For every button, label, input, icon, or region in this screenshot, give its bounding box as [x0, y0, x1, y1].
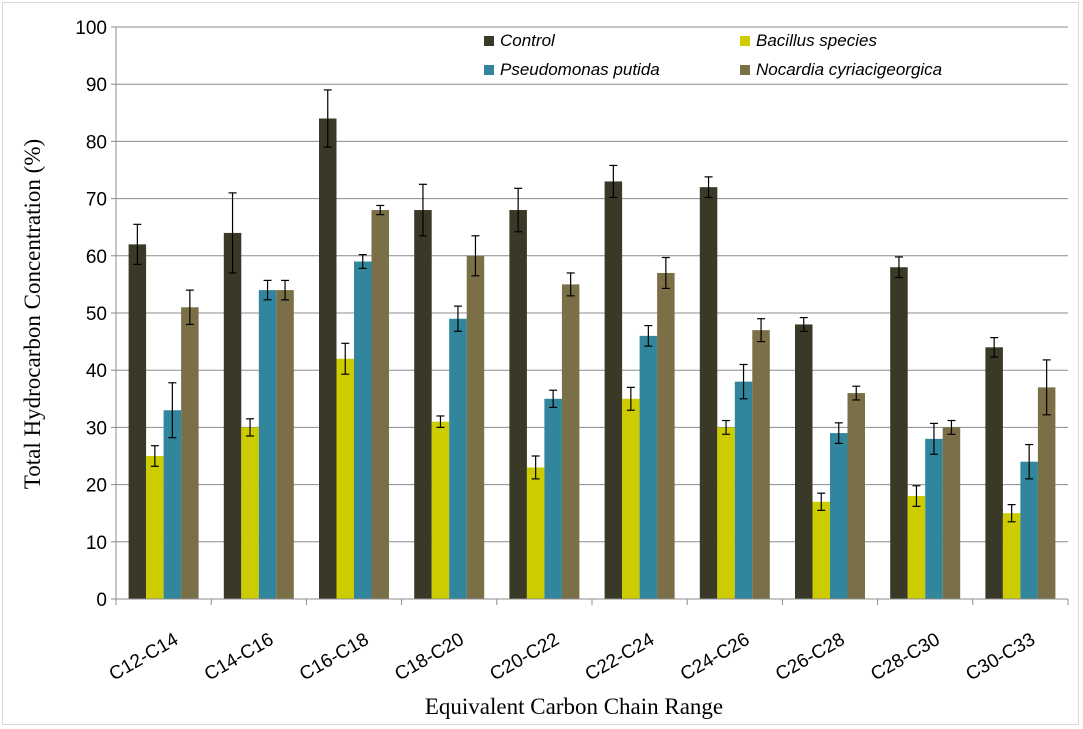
- x-axis-ticks: C12-C14 C14-C16 C16-C18 C18-C20 C20-C22 C22-C…: [106, 599, 1069, 685]
- bar: [241, 427, 259, 599]
- bar: [752, 330, 770, 599]
- bar: [276, 290, 294, 599]
- y-tick-label: 80: [86, 132, 107, 153]
- x-tick-label: C22-C24: [582, 629, 659, 685]
- x-tick-label: C18-C20: [391, 629, 467, 685]
- bar: [336, 358, 354, 599]
- bar: [163, 410, 182, 599]
- legend-label: Nocardia cyriacigeorgica: [756, 60, 942, 79]
- legend-label: Control: [500, 31, 556, 50]
- bar: [907, 496, 926, 599]
- bar: [1002, 513, 1021, 599]
- legend-swatch: [740, 65, 750, 75]
- legend-item: Nocardia cyriacigeorgica: [740, 60, 942, 79]
- y-tick-label: 40: [86, 361, 107, 382]
- legend-swatch: [484, 65, 494, 75]
- bar: [717, 427, 735, 599]
- bar: [657, 272, 675, 599]
- x-tick-label: C24-C26: [677, 629, 753, 685]
- legend-item: Control: [484, 31, 556, 50]
- bar: [639, 335, 658, 599]
- y-axis-title: Total Hydrocarbon Concentration (%): [20, 139, 45, 489]
- x-axis-title: Equivalent Carbon Chain Range: [425, 694, 723, 719]
- y-tick-label: 20: [86, 476, 107, 497]
- bar: [1020, 461, 1038, 599]
- bar: [181, 307, 199, 599]
- bar: [622, 398, 640, 599]
- y-tick-label: 50: [86, 304, 107, 325]
- bar: [128, 244, 147, 600]
- bar: [830, 433, 848, 599]
- x-tick-label: C30-C33: [963, 629, 1039, 685]
- bar: [795, 324, 813, 599]
- bar: [319, 118, 337, 600]
- x-tick-label: C20-C22: [487, 629, 563, 685]
- y-tick-label: 90: [86, 75, 107, 96]
- bar: [466, 255, 485, 600]
- legend: Control Bacillus species Pseudomonas putid…: [484, 31, 942, 79]
- error-bars: [133, 89, 1051, 523]
- legend-item: Bacillus species: [740, 31, 877, 50]
- bar: [544, 398, 562, 599]
- bar: [431, 421, 450, 599]
- bar: [561, 284, 580, 599]
- legend-label: Pseudomonas putida: [500, 60, 660, 79]
- x-tick-label: C28-C30: [867, 629, 943, 685]
- y-axis-ticks: 0 10 20 30 40 50 60 70 80 90 100: [75, 18, 116, 611]
- x-tick-label: C16-C18: [296, 629, 372, 685]
- y-tick-label: 100: [75, 18, 107, 39]
- x-tick-label: C14-C16: [201, 629, 277, 685]
- bar: [146, 456, 164, 599]
- bar: [985, 347, 1003, 599]
- bar: [449, 318, 467, 599]
- y-tick-label: 0: [96, 590, 107, 611]
- bar: [509, 210, 527, 600]
- bars: [128, 118, 1056, 600]
- y-tick-label: 30: [86, 418, 107, 439]
- x-tick-label: C12-C14: [106, 629, 183, 685]
- y-tick-label: 60: [86, 247, 107, 268]
- bar: [223, 232, 242, 600]
- bar: [414, 210, 432, 600]
- bar: [604, 181, 623, 599]
- bar: [812, 501, 830, 599]
- x-tick-label: C26-C28: [772, 629, 848, 685]
- bar: [847, 393, 865, 599]
- bar: [734, 381, 753, 599]
- bar: [354, 261, 372, 599]
- legend-swatch: [740, 36, 750, 46]
- legend-label: Bacillus species: [756, 31, 877, 50]
- bar: [925, 438, 943, 599]
- bar: [526, 467, 545, 599]
- bar: [258, 290, 277, 599]
- bar: [371, 210, 389, 600]
- legend-swatch: [484, 36, 494, 46]
- bar: [942, 427, 961, 599]
- bar: [1037, 387, 1056, 599]
- bar: [699, 187, 718, 599]
- y-tick-label: 70: [86, 190, 107, 211]
- bar: [890, 267, 908, 599]
- y-tick-label: 10: [86, 533, 107, 554]
- legend-item: Pseudomonas putida: [484, 60, 660, 79]
